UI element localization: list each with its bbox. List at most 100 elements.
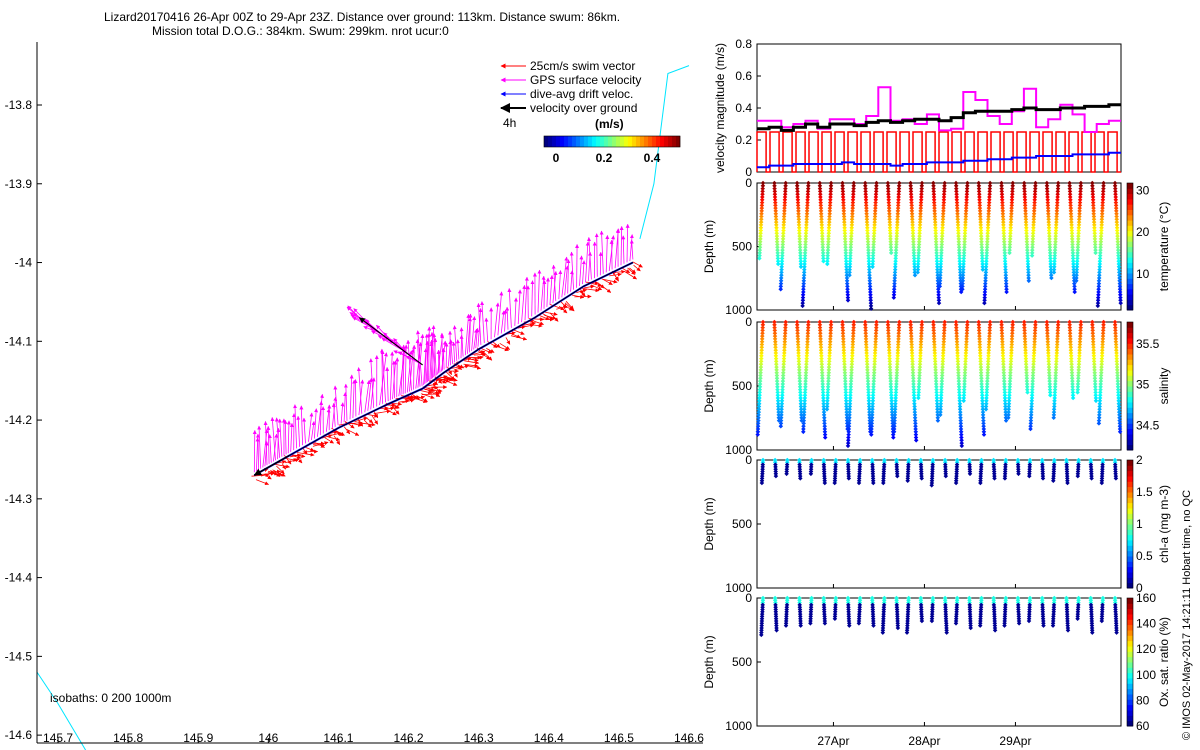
colorbar-cell: [656, 136, 661, 147]
salinity-point: [1070, 381, 1075, 387]
temperature-point: [1048, 261, 1053, 267]
salinity-point: [1024, 367, 1029, 373]
temperature-point: [1070, 245, 1075, 250]
temperature-colorbar-tick-label: 20: [1136, 225, 1150, 239]
temperature-point: [775, 261, 781, 267]
salinity-point: [794, 322, 800, 328]
temperature-colorbar-cell: [1127, 204, 1133, 210]
temperature-point: [893, 256, 898, 261]
salinity-point: [889, 407, 895, 412]
gps-vector: [517, 289, 522, 325]
temperature-point: [1004, 289, 1009, 295]
salinity-point: [999, 328, 1005, 333]
map-x-tick-label: 146.4: [534, 731, 564, 745]
salinity-point: [940, 359, 946, 364]
chla-colorbar-cell: [1127, 545, 1133, 552]
temperature-point: [984, 258, 989, 264]
salinity-point: [755, 421, 761, 426]
salinity-point: [886, 328, 891, 333]
salinity-point: [1009, 347, 1014, 353]
temperature-point: [1100, 200, 1105, 205]
salinity-point: [978, 364, 984, 370]
temperature-point: [980, 261, 985, 267]
temperature-point: [1069, 219, 1074, 225]
gps-vector: [430, 325, 436, 380]
salinity-point: [939, 387, 944, 392]
temperature-point: [801, 284, 806, 289]
temperature-y-tick-label: 1000: [725, 303, 752, 317]
salinity-point: [842, 370, 848, 375]
isobath-line-sw: [36, 671, 87, 750]
swim-vector: [464, 360, 480, 365]
salinity-point: [863, 339, 869, 344]
oxygen-colorbar-tick-label: 60: [1136, 719, 1150, 733]
salinity-point: [981, 426, 987, 432]
temperature-point: [984, 256, 989, 261]
salinity-point: [827, 350, 832, 356]
salinity-point: [954, 328, 959, 333]
salinity-point: [939, 373, 945, 378]
salinity-point: [1098, 384, 1103, 390]
temperature-point: [936, 289, 941, 295]
temperature-point: [938, 264, 943, 270]
swim-vector: [312, 441, 329, 447]
salinity-point: [757, 392, 762, 398]
salinity-point: [887, 361, 893, 367]
salinity-point: [1100, 345, 1105, 350]
temperature-point: [868, 292, 873, 298]
salinity-point: [894, 376, 899, 381]
salinity-point: [1009, 342, 1015, 347]
salinity-point: [803, 378, 808, 384]
salinity-point: [822, 421, 827, 426]
salinity-point: [1009, 350, 1014, 356]
gps-vector: [296, 415, 301, 447]
temperature-point: [1047, 247, 1053, 253]
temperature-point: [1113, 189, 1118, 194]
salinity-point: [939, 376, 945, 381]
temperature-point: [1098, 242, 1103, 247]
salinity-point: [847, 401, 853, 406]
salinity-point: [913, 435, 919, 440]
salinity-point: [1097, 392, 1103, 398]
salinity-point: [1000, 353, 1006, 359]
temperature-point: [1030, 245, 1035, 250]
salinity-point: [1031, 350, 1037, 356]
salinity-point: [801, 429, 806, 435]
salinity-point: [896, 339, 901, 344]
salinity-point: [1092, 364, 1097, 370]
gps-vector: [467, 317, 473, 354]
temperature-point: [848, 253, 853, 258]
salinity-point: [801, 426, 806, 432]
salinity-point: [1113, 331, 1118, 336]
salinity-point: [818, 339, 823, 344]
colorbar-cell: [672, 136, 677, 147]
salinity-point: [910, 359, 915, 364]
salinity-point: [776, 409, 781, 415]
temperature-point: [1092, 242, 1098, 247]
temperature-point: [1067, 189, 1073, 194]
salinity-point: [773, 350, 779, 356]
gps-vector: [561, 256, 569, 298]
salinity-point: [821, 398, 826, 404]
salinity-point: [773, 339, 778, 344]
salinity-point: [1117, 429, 1123, 435]
oxygen-colorbar-cell: [1127, 630, 1133, 636]
salinity-point: [955, 350, 960, 356]
temperature-point: [1098, 233, 1104, 239]
salinity-point: [953, 319, 959, 325]
temperature-point: [801, 281, 806, 286]
salinity-point: [865, 381, 871, 387]
temperature-point: [1078, 189, 1083, 194]
salinity-point: [825, 398, 830, 404]
isobath-line-ne: [639, 65, 690, 240]
salinity-point: [1022, 325, 1027, 330]
salinity-point: [1117, 423, 1123, 429]
salinity-colorbar-cell: [1127, 407, 1133, 414]
salinity-point: [848, 392, 853, 398]
colorbar-cell: [664, 136, 669, 147]
salinity-point: [964, 333, 969, 339]
salinity-point: [840, 322, 845, 328]
salinity-point: [773, 345, 778, 350]
gps-vector: [625, 223, 630, 263]
temperature-colorbar-cell: [1127, 278, 1133, 285]
